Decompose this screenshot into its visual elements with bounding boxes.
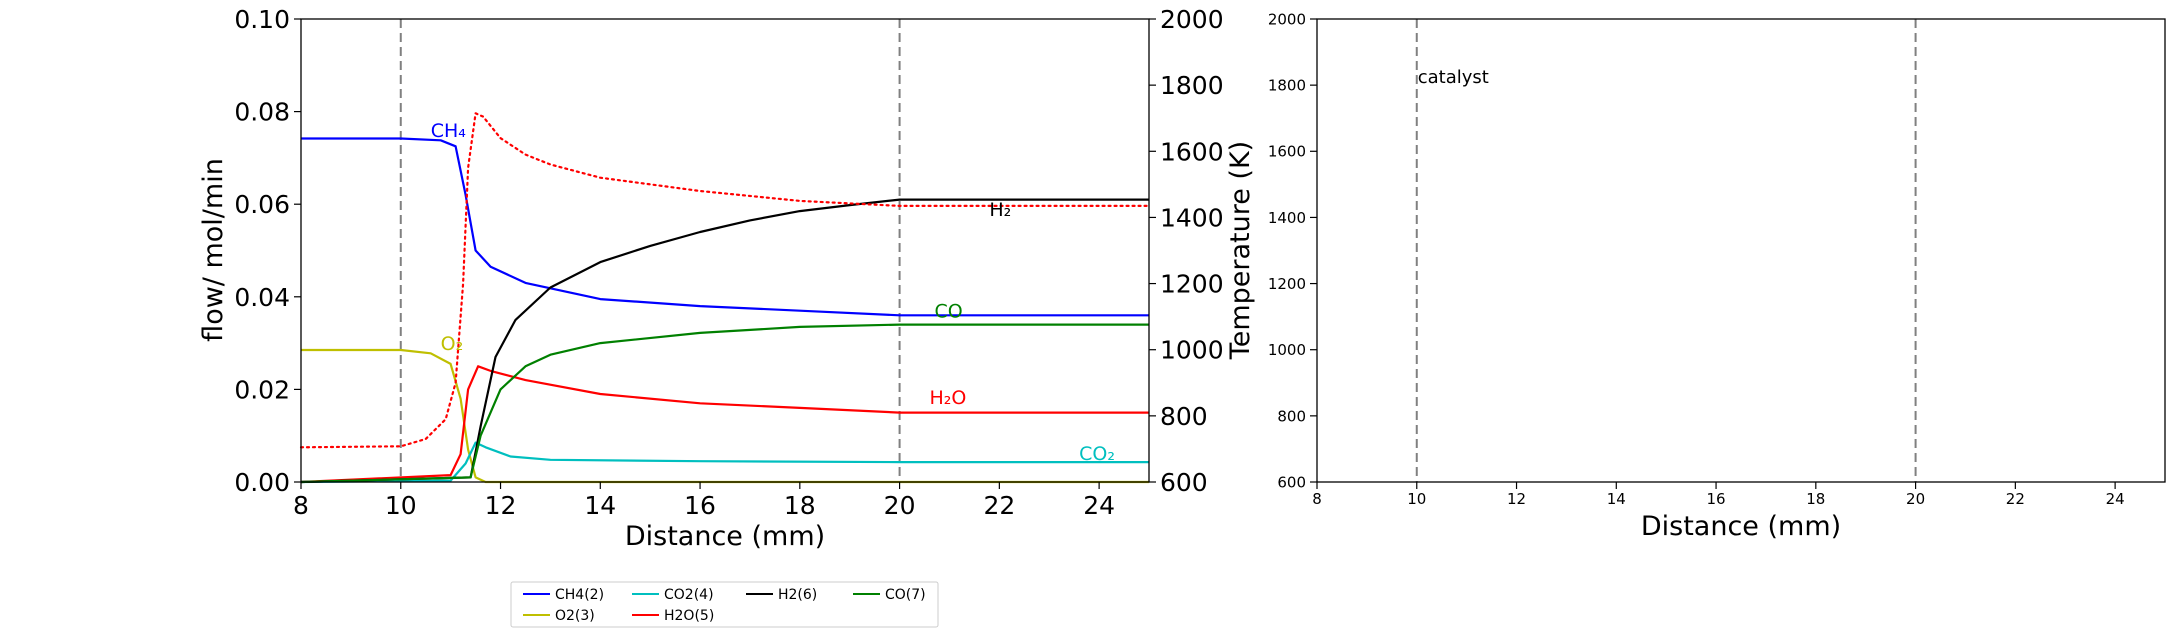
series-annotation: CO₂: [1079, 443, 1115, 465]
legend-label: H2O(5): [664, 608, 714, 624]
series-line-temperature: [299, 112, 1151, 449]
x-tick-label: 18: [784, 491, 816, 520]
x-tick-label: 24: [1083, 491, 1115, 520]
y-tick-label: 2000: [1268, 10, 1306, 28]
y-right-tick-label: 1400: [1160, 203, 1224, 232]
y-right-tick-label: 1800: [1160, 71, 1224, 100]
y-right-tick-label: 1000: [1160, 336, 1224, 365]
y-tick-label: 0.00: [234, 468, 290, 497]
series-line-ch42: [301, 137, 1149, 317]
x-tick-label: 20: [884, 491, 916, 520]
y-tick-label: 0.06: [234, 190, 290, 219]
y-tick-label: 0.10: [234, 5, 290, 34]
x-tick-label: 14: [584, 491, 616, 520]
x-tick-label: 22: [983, 491, 1015, 520]
series-annotation: CH₄: [431, 120, 467, 142]
y-right-tick-label: 1600: [1160, 137, 1224, 166]
y-right-tick-label: 800: [1160, 402, 1208, 431]
y-axis-label-right: Temperature (K): [1225, 141, 1256, 360]
y-right-tick-label: 600: [1160, 468, 1208, 497]
series-annotation: H₂: [989, 199, 1011, 221]
y-tick-label: 600: [1277, 473, 1306, 491]
y-tick-label: 1600: [1268, 143, 1306, 161]
y-right-tick-label: 1200: [1160, 270, 1224, 299]
x-tick-label: 8: [293, 491, 309, 520]
series-line-co24: [300, 441, 1149, 484]
legend-label: CO2(4): [664, 587, 714, 603]
series-line-o23: [301, 348, 1149, 484]
x-tick-label: 12: [1507, 490, 1526, 508]
y-axis-label: flow/ mol/min: [198, 158, 229, 342]
y-tick-label: 1000: [1268, 341, 1306, 359]
x-tick-label: 18: [1806, 490, 1825, 508]
y-tick-label: 1400: [1268, 209, 1306, 227]
legend-label: H2(6): [778, 587, 817, 603]
series-line-h26: [300, 198, 1149, 484]
y-tick-label: 1200: [1268, 275, 1306, 293]
x-tick-label: 10: [1407, 490, 1426, 508]
y-tick-label: 1800: [1268, 77, 1306, 95]
legend-label: O2(3): [555, 608, 595, 624]
y-tick-label: 0.08: [234, 98, 290, 127]
legend-label: CO(7): [885, 587, 926, 603]
legend: CH4(2) CO2(4) H2(6) CO(7) O2(3) H2O(5): [510, 581, 939, 628]
plot-frame-left: [300, 18, 1150, 483]
x-axis-label-2: Distance (mm): [1641, 511, 1841, 542]
flow-temperature-chart: 8 10 12 14 16 18 20 22 24 0.00 0.02 0.04 0.06 0.08 0.…: [198, 5, 1256, 552]
legend-label: CH4(2): [555, 587, 604, 603]
plot-frame-right: [1316, 18, 2166, 483]
x-tick-label: 8: [1312, 490, 1322, 508]
y-right-tick-label: 2000: [1160, 5, 1224, 34]
x-tick-label: 16: [1707, 490, 1726, 508]
series-annotation: H₂O: [930, 387, 967, 409]
x-tick-label: 14: [1607, 490, 1626, 508]
series-line-co7: [300, 323, 1149, 484]
catalyst-chart: 8 10 12 14 16 18 20 22 24 600 800 1000 1200 1400 1600…: [1268, 10, 2166, 542]
series-annotation: CO: [935, 301, 963, 323]
y-tick-label: 800: [1277, 407, 1306, 425]
legend-box: [510, 581, 939, 628]
x-tick-label: 16: [684, 491, 716, 520]
x-axis-label: Distance (mm): [625, 521, 825, 552]
x-tick-label: 12: [485, 491, 517, 520]
x-tick-label: 22: [2006, 490, 2025, 508]
x-tick-label: 10: [385, 491, 417, 520]
catalyst-annotation: catalyst: [1418, 67, 1489, 88]
y-tick-label: 0.04: [234, 283, 290, 312]
series-annotation: O₂: [441, 333, 464, 355]
series-line-h2o5: [300, 365, 1149, 484]
y-tick-label: 0.02: [234, 375, 290, 404]
x-tick-label: 24: [2106, 490, 2125, 508]
x-tick-label: 20: [1906, 490, 1925, 508]
